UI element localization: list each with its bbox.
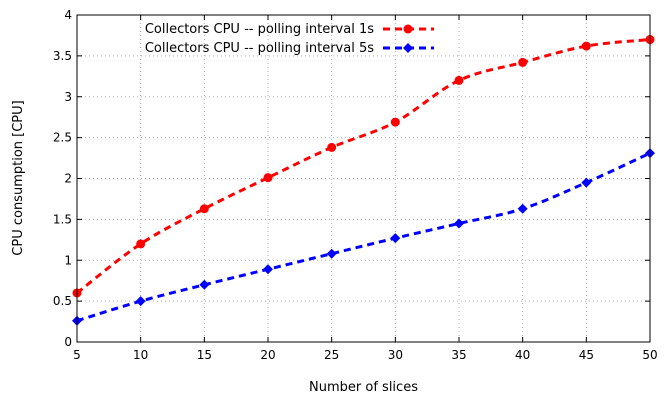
x-tick-label: 50 [642,348,657,362]
x-tick-label: 35 [451,348,466,362]
x-tick-label: 10 [133,348,148,362]
data-point-diamond [135,296,146,307]
y-axis-title: CPU consumption [CPU] [11,100,26,255]
x-tick-label: 25 [324,348,339,362]
legend-label: Collectors CPU -- polling interval 5s [145,41,374,56]
legend: Collectors CPU -- polling interval 1s Col… [145,22,434,56]
data-point-circle [199,204,209,214]
y-tick-label: 3.5 [53,49,72,63]
y-tick-label: 1.5 [53,212,72,226]
y-tick-label: 1 [64,253,72,267]
series-layer [72,35,655,326]
x-tick-label: 20 [260,348,275,362]
grid [77,15,650,342]
x-tick-label: 5 [73,348,81,362]
data-point-diamond [581,177,592,188]
data-point-diamond [199,279,210,290]
legend-marker [403,24,413,34]
axis-ticks: 5 10 15 20 25 30 35 40 45 50 0 0.5 1 1.5 2 2.5 3 3.5 4 [53,8,658,362]
legend-label: Collectors CPU -- polling interval 1s [145,22,374,37]
x-tick-label: 45 [579,348,594,362]
y-tick-label: 4 [64,8,72,22]
series-line [76,151,651,323]
data-point-circle [518,57,528,67]
series-2 [72,148,655,326]
data-point-circle [136,239,146,249]
x-axis-title: Number of slices [309,380,418,395]
data-point-circle [390,117,400,127]
series-line [76,38,651,295]
data-point-circle [263,173,273,183]
x-tick-label: 15 [197,348,212,362]
y-tick-label: 2.5 [53,131,72,145]
data-point-diamond [517,203,528,214]
data-point-circle [454,75,464,85]
data-point-circle [581,41,591,51]
y-tick-label: 0.5 [53,294,72,308]
data-point-diamond [326,248,337,259]
data-point-diamond [263,264,273,275]
series-1 [72,35,655,298]
x-tick-label: 30 [388,348,403,362]
plot-frame [76,14,651,343]
x-tick-label: 40 [515,348,530,362]
data-point-circle [327,142,337,152]
data-point-diamond [390,233,401,244]
y-tick-label: 3 [64,90,72,104]
data-point-diamond [454,218,464,229]
legend-marker [403,43,413,53]
y-tick-label: 2 [64,172,72,186]
y-tick-label: 0 [64,335,72,349]
